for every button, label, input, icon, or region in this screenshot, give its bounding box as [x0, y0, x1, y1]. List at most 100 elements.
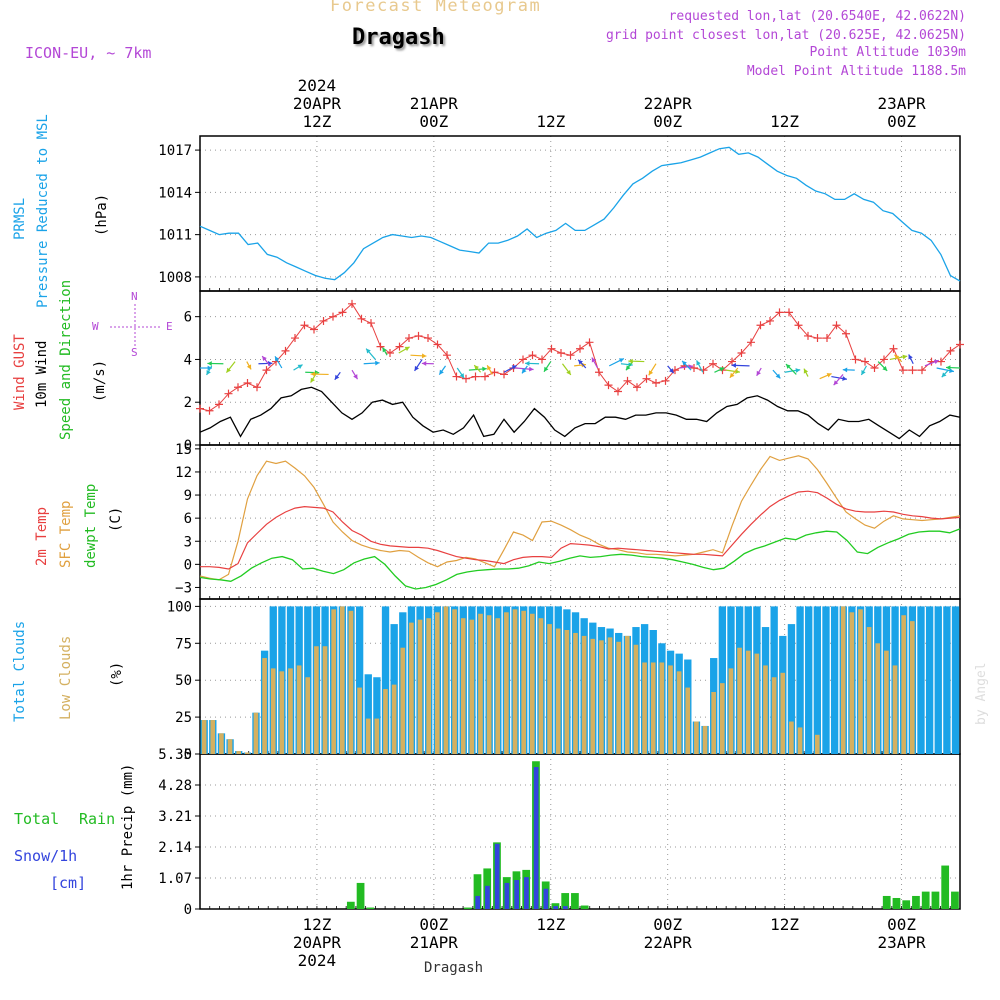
low-cloud-bar [512, 609, 518, 754]
compass-arrows-icon [110, 304, 160, 348]
compass-s: S [131, 346, 138, 359]
gust-marker [386, 349, 394, 358]
y-tick-label: 3 [184, 534, 192, 550]
wind-arrow-head [207, 361, 212, 366]
gust-marker [196, 404, 204, 413]
y-tick-label: 50 [175, 673, 192, 689]
low-cloud-bar [219, 733, 224, 754]
gust-marker [253, 383, 261, 392]
low-cloud-bar [564, 630, 570, 754]
top-axis-label: 20APR [293, 94, 342, 113]
low-cloud-bar [685, 687, 691, 754]
gust-marker [661, 376, 670, 385]
low-cloud-bar [244, 752, 250, 754]
gust-marker [519, 355, 527, 364]
bottom-axis-label: 2024 [298, 951, 337, 970]
gust-marker [766, 316, 774, 325]
top-axis-label: 12Z [302, 112, 331, 131]
snow-label: Snow/1h [14, 847, 77, 865]
location-title: Dragash [352, 25, 445, 50]
wind-arrow-head [566, 369, 571, 375]
bottom-axis-label: 12Z [536, 915, 565, 934]
wind-arrow-head [474, 365, 479, 371]
y-tick-label: 0 [184, 438, 192, 454]
gust-marker [357, 314, 366, 323]
gust-marker [481, 372, 489, 381]
gust-marker [224, 389, 233, 398]
wind-arrow-head [297, 364, 303, 369]
gust-label: Wind GUST [12, 334, 28, 410]
snow-bar [543, 888, 549, 909]
low-cloud-bar [581, 635, 587, 754]
precip-labels: Total Rain Snow/1h [cm] 1hr Precip (mm) [14, 764, 136, 892]
low-cloud-bar [529, 613, 535, 754]
low-cloud-bar [797, 727, 803, 754]
low-cloud-bar [288, 668, 293, 754]
low-cloud-bar [840, 606, 846, 754]
wind-arrow-head [482, 366, 487, 372]
wind-unit-label: (m/s) [92, 360, 108, 402]
gust-marker [623, 376, 632, 385]
gust-marker [690, 364, 698, 372]
rain-bar [892, 897, 901, 909]
y-tick-label: 1017 [158, 143, 192, 159]
total-cloud-bar [830, 606, 839, 754]
gust-marker [747, 338, 755, 347]
low-cloud-bar [650, 662, 656, 754]
gust-marker [595, 368, 603, 377]
dew-label: dewpt Temp [83, 484, 99, 568]
gust-marker [547, 344, 556, 353]
y-tick-label: −3 [175, 580, 192, 596]
wind-arrow-head [578, 359, 583, 365]
footer-location: Dragash [424, 960, 483, 976]
snow-bar [485, 885, 490, 909]
wind-arrow-head [729, 372, 735, 378]
top-axis-label: 00Z [419, 112, 448, 131]
wind-arrow-head [775, 373, 781, 379]
low-cloud-bar [875, 643, 881, 754]
snow-bar [524, 877, 529, 909]
gust-marker [376, 342, 385, 351]
low-cloud-bar [814, 734, 820, 754]
gust-marker [946, 346, 955, 355]
low-cloud-bar [469, 619, 475, 754]
gust-marker [348, 299, 356, 308]
low-cloud-bar [538, 618, 544, 754]
rain-bar [346, 901, 355, 909]
gust-marker [861, 357, 869, 366]
wind-arrow-head [833, 380, 839, 386]
gust-marker [908, 366, 917, 375]
total-cloud-bar [718, 606, 727, 754]
total-cloud-bar [796, 606, 804, 754]
rain-bar [580, 905, 589, 909]
wind-labels: Wind GUST 10m Wind Speed and Direction (… [12, 280, 173, 440]
precip-axis-label: 1hr Precip (mm) [120, 764, 136, 890]
gust-marker [300, 321, 309, 330]
temp-labels: 2m Temp SFC Temp dewpt Temp (C) [34, 484, 124, 568]
low-cloud-bar [365, 718, 371, 754]
rain-bar [366, 907, 375, 909]
wind10-label: 10m Wind [34, 341, 50, 408]
prmsl-label: PRMSL [12, 198, 28, 240]
wind-arrow-head [894, 354, 900, 360]
gust-marker [937, 357, 945, 366]
gust-marker [205, 406, 214, 415]
low-cloud-bar [478, 613, 483, 754]
low-cloud-bar [443, 606, 449, 754]
low-cloud-bar [460, 618, 466, 754]
low-cloud-bar [849, 612, 855, 754]
gust-marker [281, 346, 290, 355]
gust-marker [614, 387, 622, 396]
low-cloud-bar [780, 672, 786, 754]
gust-marker [490, 368, 499, 377]
t2m-label: 2m Temp [34, 507, 50, 566]
gust-marker [652, 378, 660, 387]
low-cloud-bar [901, 615, 906, 754]
compass-n: N [131, 290, 138, 303]
low-cloud-bar [504, 612, 509, 754]
gust-marker [338, 308, 347, 317]
wind-arrow-head [842, 367, 848, 373]
total-cloud-bar [822, 606, 830, 754]
wind-arrow-head [310, 377, 315, 383]
low-cloud-bar [236, 751, 241, 754]
